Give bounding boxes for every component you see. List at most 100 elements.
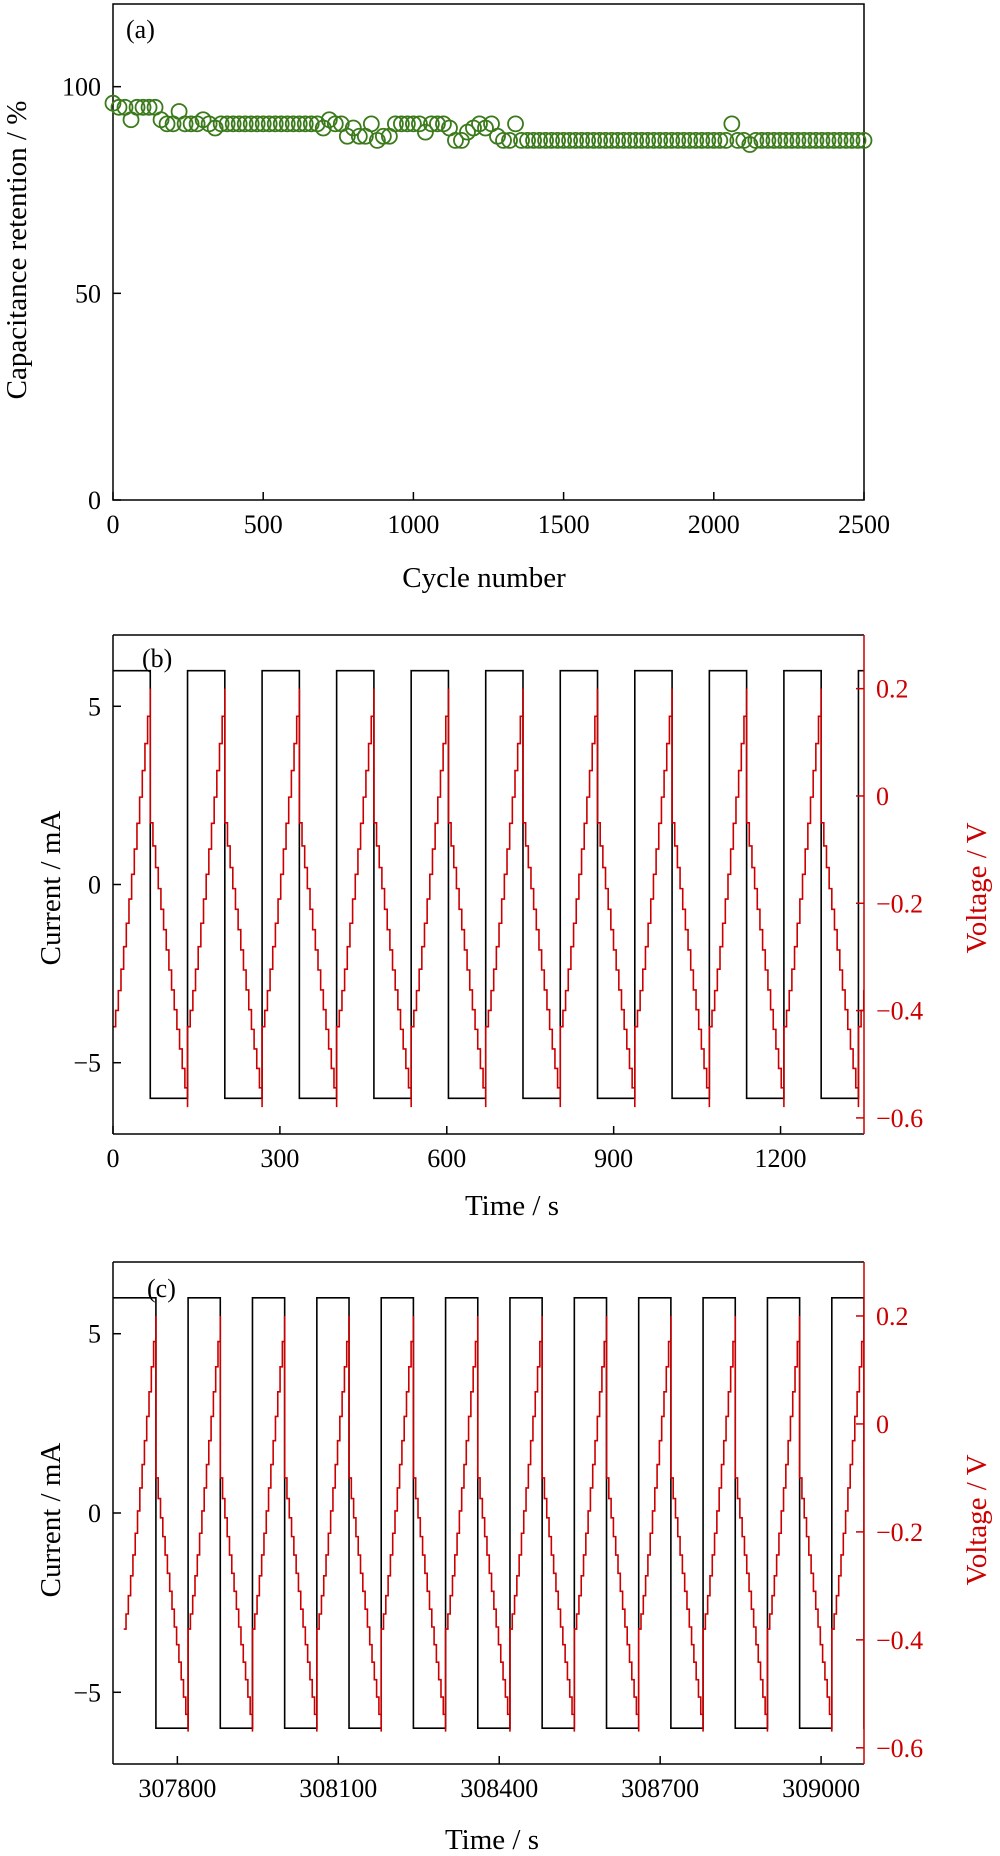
retention-point (627, 131, 645, 149)
retention-point (543, 131, 560, 149)
retention-point (296, 115, 314, 133)
retention-point (537, 131, 554, 149)
panel-c-ytick-right-label: −0.6 (876, 1734, 923, 1763)
retention-point (417, 123, 434, 141)
retention-point (549, 131, 566, 149)
panel-b-ylabel-right: Voltage / V (961, 822, 993, 953)
panel-b-label: (b) (142, 644, 172, 673)
current-trace (113, 669, 864, 1100)
panel-b-xtick-label: 0 (107, 1144, 120, 1173)
panel-a-frame (112, 3, 865, 501)
panel-c-xtick-label: 309000 (782, 1774, 860, 1803)
retention-point (350, 127, 368, 145)
retention-point (789, 131, 807, 149)
retention-point (669, 131, 687, 149)
retention-point (531, 131, 548, 149)
retention-point (362, 115, 380, 133)
retention-point (783, 131, 801, 149)
retention-point (651, 131, 669, 149)
retention-point (597, 131, 615, 149)
retention-point (639, 131, 657, 149)
panel-b-galvanostatic-chart: (b) Time / s Current / mA Voltage / V 0 3… (35, 634, 993, 1222)
retention-point (284, 115, 302, 133)
retention-point (134, 98, 152, 116)
panel-b-ytick-left-label: 5 (88, 692, 101, 721)
retention-point (260, 115, 278, 133)
panel-c-xlabel: Time / s (445, 1824, 539, 1856)
retention-point (344, 119, 362, 137)
retention-point (717, 131, 735, 149)
retention-point (495, 131, 512, 149)
panel-a-xtick-label: 0 (107, 510, 120, 539)
panel-a-xtick-label: 1500 (538, 510, 590, 539)
retention-point (693, 131, 711, 149)
panel-a-xtick-label: 1000 (387, 510, 439, 539)
retention-point (266, 115, 284, 133)
retention-point (831, 131, 849, 149)
retention-point (423, 115, 440, 133)
retention-point (849, 131, 867, 149)
panel-c-ytick-left-label: −5 (73, 1678, 101, 1707)
retention-point (128, 98, 146, 116)
retention-point (314, 119, 332, 137)
panel-a-xlabel: Cycle number (402, 562, 566, 594)
panel-b-xtick-label: 900 (594, 1144, 633, 1173)
panel-a-ytick-label: 100 (62, 73, 101, 102)
retention-point (603, 131, 621, 149)
panel-a-ylabel: Capacitance retention / % (1, 101, 33, 400)
retention-point (777, 131, 795, 149)
panel-c-ytick-right-label: −0.4 (876, 1626, 923, 1655)
panel-a-retention-chart: (a) Cycle number Capacitance retention /… (1, 3, 890, 594)
retention-point (705, 131, 723, 149)
retention-point (519, 131, 536, 149)
retention-point (224, 115, 242, 133)
panel-c-xtick-label: 308400 (460, 1774, 538, 1803)
retention-point (573, 131, 591, 149)
panel-c-xtick-label: 308100 (299, 1774, 377, 1803)
panel-b-xtick-label: 600 (427, 1144, 466, 1173)
retention-point (765, 131, 783, 149)
retention-point (230, 115, 248, 133)
retention-point (621, 131, 639, 149)
retention-point (525, 131, 542, 149)
retention-point (657, 131, 675, 149)
panel-b-ytick-right-label: −0.2 (876, 889, 923, 918)
retention-point (386, 115, 404, 133)
panel-b-ylabel-left: Current / mA (35, 811, 67, 966)
retention-point (555, 131, 572, 149)
retention-point (158, 115, 176, 133)
retention-point (561, 131, 579, 149)
voltage-trace (113, 688, 864, 1108)
panel-b-ytick-left-label: −5 (73, 1049, 101, 1078)
retention-point (729, 131, 747, 149)
panel-b-xtick-label: 1200 (755, 1144, 807, 1173)
retention-point (254, 115, 272, 133)
retention-point (182, 115, 200, 133)
panel-c-ytick-left-label: 0 (88, 1499, 101, 1528)
panel-a-xtick-label: 2500 (838, 510, 890, 539)
retention-point (795, 131, 813, 149)
panel-b-ytick-right-label: −0.6 (876, 1104, 923, 1133)
retention-point (338, 127, 356, 145)
retention-point (585, 131, 603, 149)
retention-point (723, 115, 741, 133)
panel-b-ytick-right-label: −0.4 (876, 997, 923, 1026)
retention-point (855, 131, 873, 149)
retention-point (663, 131, 681, 149)
retention-point (645, 131, 663, 149)
panel-c-ylabel-right: Voltage / V (961, 1454, 993, 1585)
panel-c-galvanostatic-chart: (c) Time / s Current / mA Voltage / V 30… (35, 1261, 993, 1856)
voltage-trace (123, 1315, 864, 1732)
panel-b-ytick-right-label: 0.2 (876, 675, 909, 704)
retention-point (404, 115, 422, 133)
retention-point (807, 131, 825, 149)
retention-point (759, 131, 777, 149)
retention-point (392, 115, 410, 133)
retention-point (326, 115, 344, 133)
retention-point (813, 131, 831, 149)
panel-a-ytick-label: 50 (75, 279, 101, 308)
panel-c-ytick-right-label: 0.2 (876, 1302, 909, 1331)
panel-c-ytick-right-label: −0.2 (876, 1518, 923, 1547)
retention-point (675, 131, 693, 149)
